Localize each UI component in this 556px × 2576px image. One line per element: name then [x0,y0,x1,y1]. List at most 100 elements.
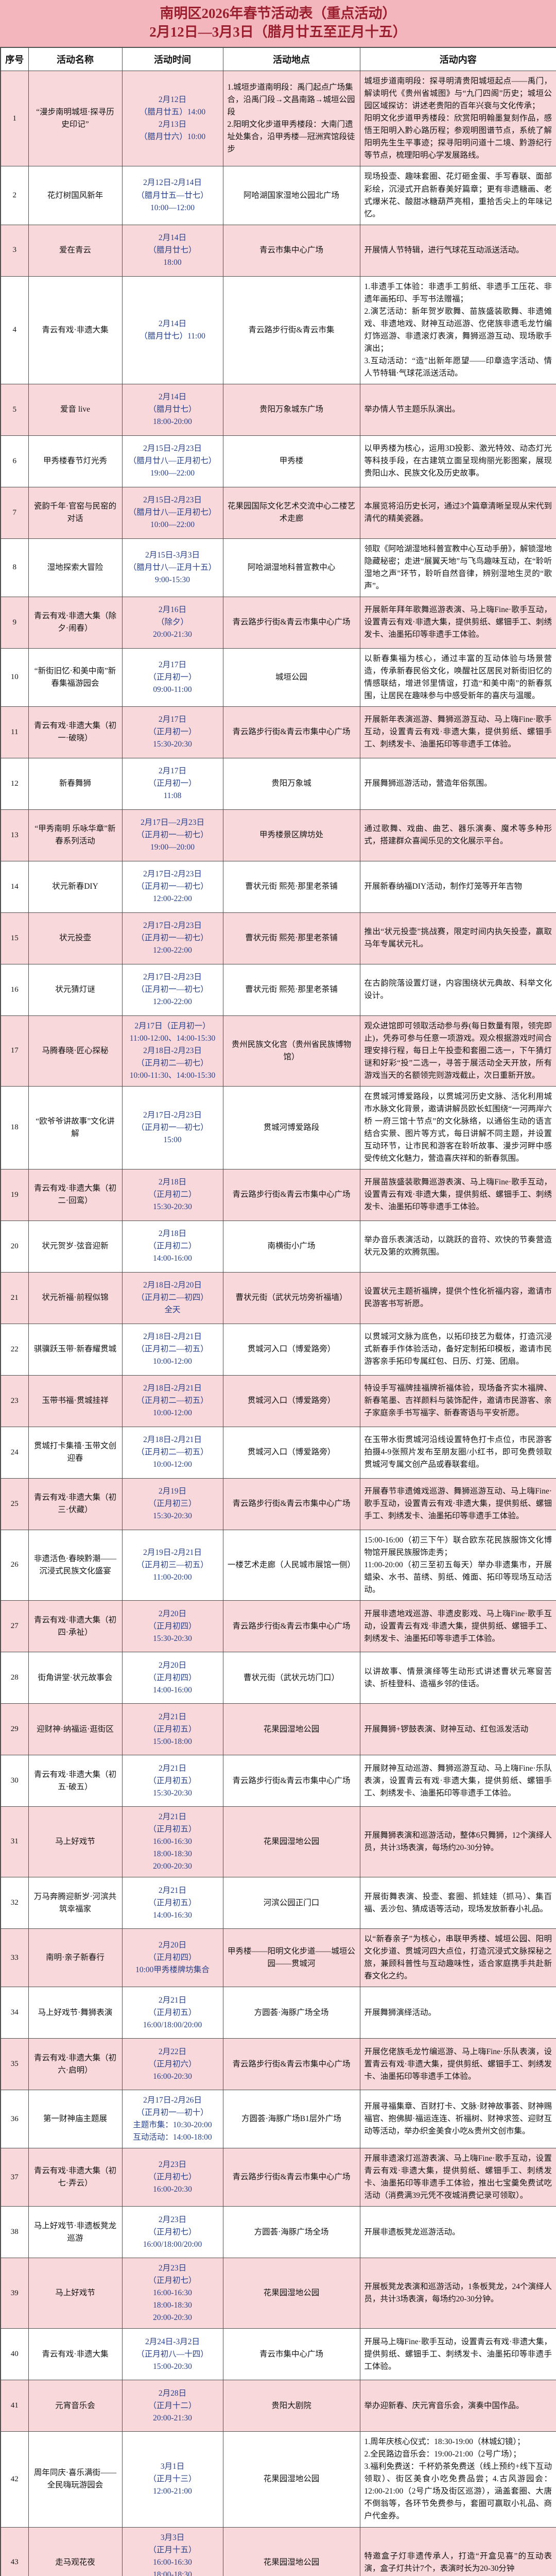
activity-name-cell: 青云有戏·非遗大集（除夕·闹春） [28,596,123,649]
activity-content-cell: 开展仡佬族毛龙竹编巡游、马上嗨Fine·乐队表演，设置青云有戏·非遗大集，提供剪… [359,2038,556,2091]
table-header-row: 序号 活动名称 活动时间 活动地点 活动内容 [0,47,556,72]
row-index-cell: 8 [0,538,29,597]
row-index-cell: 40 [0,2328,29,2381]
activity-content-cell: 开展板凳龙表演和巡游活动，1条板凳龙，24个演绎人员，共计3场表演，每场约20-… [359,2258,556,2329]
activity-content-cell: 举办情人节主题乐队演出。 [359,383,556,436]
activity-time-cell: 2月15日-2月23日 （腊月廿八—正月初七） 19:00—22:00 [121,435,223,487]
activity-time-cell: 2月23日 （正月初七） 16:00/18:00/20:00 [121,2206,223,2259]
row-index-cell: 37 [0,2148,29,2207]
activity-name-cell: 青云有戏·非遗大集（初三·伏藏） [28,1478,123,1530]
activity-time-cell: 2月23日 （正月初七） 16:00-16:30 18:00-18:30 20:… [121,2258,223,2329]
activity-time-cell: 2月14日 （腊月廿七） 18:00-20:00 [121,383,223,436]
activity-name-cell: 周年同庆·喜乐满街——全民嗨玩游园会 [28,2431,123,2528]
activity-content-cell: 开展寻福集章、百财打卡、文脉·财神故事荟、财神赐福官、抱佛脚·福运连连、祈福树、… [359,2090,556,2149]
activity-name-cell: 马腾春晓·匠心探秘 [28,1015,123,1087]
row-index-cell: 5 [0,383,29,436]
row-index-cell: 12 [0,757,29,810]
row-index-cell: 16 [0,963,29,1016]
activity-location-cell: 甲秀楼景区牌坊处 [222,809,360,861]
col-header-activity-content: 活动内容 [359,47,556,72]
row-index-cell: 10 [0,648,29,707]
activity-content-cell: 领取《阿哈湖湿地科普宣教中心互动手册》，解锁湿地隐藏秘密；走进“展翼天地”与飞鸟… [359,538,556,597]
activity-name-cell: 万马奔腾迎新岁·河滨共筑幸福家 [28,1877,123,1929]
activity-location-cell: 青云路步行街&青云市集中心广场 [222,2148,360,2207]
activity-location-cell: 曹状元街（武状元坊门口） [222,1652,360,1704]
activity-content-cell: 在玉带水街贯城河沿线设置特色打卡点位，市民游客拍摄4-9张照片发布至朋友圈/小红… [359,1426,556,1479]
activity-name-cell: 青云有戏·非遗大集 [28,2328,123,2381]
activity-content-cell: 以新春集福为核心，通过丰富的互动体验与场景营造，传承新春民俗文化，唤醒社区居民对… [359,648,556,707]
activity-location-cell: 阿哈湖湿地科普宣教中心 [222,538,360,597]
table-row: 20 状元贺岁·弦音迎新 2月18日 （正月初二） 14:00-16:00 南横… [0,1220,556,1273]
activity-location-cell: 青云路步行街&青云市集中心广场 [222,1478,360,1530]
activity-location-cell: 青云市集中心广场 [222,224,360,277]
table-row: 38 马上好戏节·非遗板凳龙巡游 2月23日 （正月初七） 16:00/18:0… [0,2206,556,2259]
row-index-cell: 29 [0,1703,29,1756]
activity-content-cell: 在贯城河博爱路段，以贯城河历史文脉、活化利用城市水脉文化背景，邀请讲解员欧长虹围… [359,1086,556,1170]
activity-name-cell: 非遗活色·春映黔潮——沉浸式民族文化盛宴 [28,1529,123,1601]
activity-location-cell: 贵州民族文化宫（贵州省民族博物馆） [222,1015,360,1087]
activity-time-cell: 2月28日 （正月十二） 20:00-21:30 [121,2380,223,2432]
activity-location-cell: 花果园国际文化艺术交流中心二楼艺术走廊 [222,486,360,539]
activity-name-cell: 元宵音乐会 [28,2380,123,2432]
table-row: 13 “甲秀南明 乐咏华章”新春系列活动 2月17日—2月23日 （正月初一—初… [0,809,556,861]
table-row: 19 青云有戏·非遗大集（初二·回鸾） 2月18日 （正月初二） 15:30-2… [0,1168,556,1221]
activity-time-cell: 2月14日 （腊月廿七）11:00 [121,276,223,384]
row-index-cell: 11 [0,706,29,758]
activity-name-cell: “甲秀南明 乐咏华章”新春系列活动 [28,809,123,861]
activity-content-cell: 通过歌舞、戏曲、曲艺、器乐演奏、魔术等多种形式，搭建群众喜闻乐见的文化展示平台。 [359,809,556,861]
table-title-banner: 南明区2026年春节活动表（重点活动） 2月12日—3月3日（腊月廿五至正月十五… [0,0,556,47]
activity-content-cell: 举办迎新春、庆元宵音乐会，演奏中国作品。 [359,2380,556,2432]
table-row: 1 “漫步南明城垣·探寻历史印记” 2月12日 （腊月廿五）14:00 2月13… [0,71,556,167]
activity-content-cell: 开展舞狮+锣鼓表演、财神互动、红包派发活动 [359,1703,556,1756]
activity-content-cell: 开展马上嗨Fine·歌手互动，设置青云有戏·非遗大集，提供剪纸、螺钿手工、刺绣发… [359,2328,556,2381]
activity-location-cell: 青云路步行街&青云市集中心广场 [222,1168,360,1221]
table-row: 25 青云有戏·非遗大集（初三·伏藏） 2月19日 （正月初三） 15:30-2… [0,1478,556,1530]
activity-location-cell: 阿哈湖国家湿地公园北广场 [222,166,360,225]
activity-time-cell: 2月21日 （正月初五） 15:00-18:00 [121,1703,223,1756]
activity-time-cell: 2月18日 （正月初二） 14:00-16:00 [121,1220,223,1273]
activities-table: 序号 活动名称 活动时间 活动地点 活动内容 1 “漫步南明城垣·探寻历史印记”… [0,46,556,2576]
activity-time-cell: 2月21日 （正月初五） 16:00/18:00/20:00 [121,1987,223,2039]
activity-time-cell: 2月16日 （除夕） 20:00-21:30 [121,596,223,649]
table-row: 9 青云有戏·非遗大集（除夕·闹春） 2月16日 （除夕） 20:00-21:3… [0,596,556,649]
activity-name-cell: 状元新春DIY [28,860,123,913]
activity-time-cell: 2月18日 （正月初二） 15:30-20:30 [121,1168,223,1221]
activity-location-cell: 贯城河入口（博爱路旁） [222,1375,360,1427]
activity-location-cell: 青云路步行街&青云市集 [222,276,360,384]
activity-content-cell: 开展新年表演巡游、舞狮巡游互动、马上嗨Fine·歌手互动，设置青云有戏·非遗大集… [359,706,556,758]
activity-time-cell: 2月21日 （正月初五） 15:30-20:30 [121,1755,223,1807]
activity-name-cell: 马上好戏节·舞狮表演 [28,1987,123,2039]
activity-location-cell: 一楼艺术走廊（人民城市展馆一侧） [222,1529,360,1601]
table-row: 18 “欧爷爷讲故事”文化讲解 2月17日-2月23日 （正月初一—初七） 15… [0,1086,556,1170]
activity-time-cell: 2月12日 （腊月廿五）14:00 2月13日 （腊月廿六）10:00 [121,71,223,167]
row-index-cell: 17 [0,1015,29,1087]
activity-name-cell: 花灯树国风新年 [28,166,123,225]
activity-time-cell: 2月20日 （正月初四） 10:00甲秀楼牌坊集合 [121,1928,223,1988]
activity-name-cell: 青云有戏·非遗大集（初六·启明） [28,2038,123,2091]
activity-time-cell: 2月17日（正月初一） 11:00-12:00、14:00-15:30 2月18… [121,1015,223,1087]
activity-location-cell: 贯城河入口（博爱路旁） [222,1426,360,1479]
table-row: 42 周年同庆·喜乐满街——全民嗨玩游园会 3月1日 （正月十三） 12:00-… [0,2431,556,2528]
row-index-cell: 27 [0,1600,29,1653]
row-index-cell: 35 [0,2038,29,2091]
activity-time-cell: 2月17日-2月23日 （正月初一—初七） 12:00-22:00 [121,963,223,1016]
activity-location-cell: 贵阳万象城 [222,757,360,810]
activity-location-cell: 青云路步行街&青云市集中心广场 [222,1755,360,1807]
activity-location-cell: 河滨公园正门口 [222,1877,360,1929]
activity-location-cell: 青云市集中心广场 [222,2328,360,2381]
activity-time-cell: 2月18日-2月21日 （正月初二—初五） 10:00-12:00 [121,1323,223,1376]
row-index-cell: 15 [0,912,29,964]
row-index-cell: 39 [0,2258,29,2329]
activity-time-cell: 2月17日—2月23日 （正月初一—初七） 19:00—20:00 [121,809,223,861]
table-row: 7 瓷韵千年·官窑与民窑的对话 2月15日-2月23日 （腊月廿八—正月初七） … [0,486,556,539]
activity-location-cell: 城垣公园 [222,648,360,707]
activity-location-cell: 方圆荟·海豚广场全场 [222,2206,360,2259]
activity-content-cell: 特设手写福牌挂福牌祈福体验，现场备齐实木福牌、新春笔墨、吉祥颜料与装饰配件，邀请… [359,1375,556,1427]
activity-content-cell: 举办音乐表演活动，以跳跃的音符、欢快的节奏营造状元及第的欢腾氛围。 [359,1220,556,1273]
activity-content-cell: 以讲故事、情景演绎等生动形式讲述曹状元寒窗苦读、折桂登科、造福乡邻的佳话。 [359,1652,556,1704]
activity-location-cell: 花果园湿地公园 [222,2431,360,2528]
activity-location-cell: 甲秀楼——阳明文化步道——城垣公园——贯城河 [222,1928,360,1988]
activity-time-cell: 2月20日 （正月初四） 15:30-20:30 [121,1600,223,1653]
activity-location-cell: 花果园湿地公园 [222,2527,360,2576]
